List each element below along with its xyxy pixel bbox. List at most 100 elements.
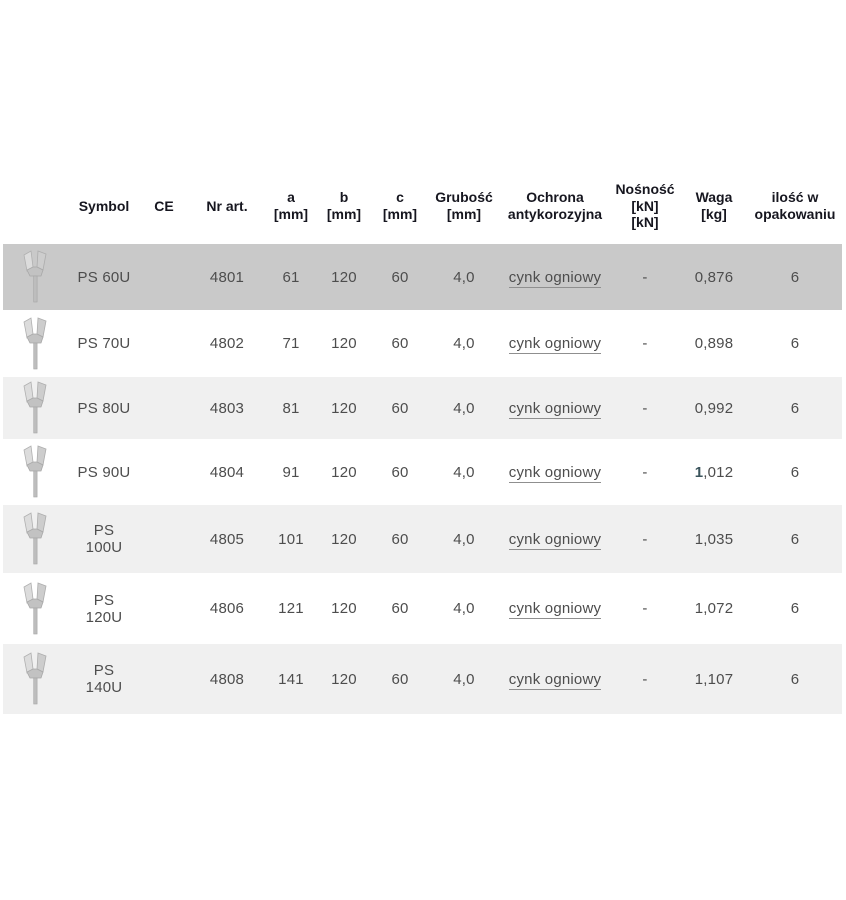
ochrona-cell: cynk ogniowy	[500, 310, 610, 377]
cynk-ogniowy-link[interactable]: cynk ogniowy	[508, 335, 602, 354]
nosnosc-cell: -	[610, 505, 680, 573]
column-header-nr-art: Nr art.	[206, 197, 248, 214]
cynk-ogniowy-link[interactable]: cynk ogniowy	[508, 268, 602, 288]
ce-cell	[140, 310, 188, 377]
u-bracket-post-icon	[21, 649, 50, 705]
waga-part: 0,992	[694, 399, 734, 417]
table-row[interactable]: PS 120U 4806 121 120 60 4,0 cynk ogniowy…	[3, 573, 842, 644]
u-bracket-post-icon	[21, 247, 50, 303]
nosnosc-cell: -	[610, 377, 680, 439]
nr-art-cell: 4806	[209, 600, 245, 617]
nosnosc-cell: -	[642, 335, 648, 352]
waga-cell: 0,898	[680, 310, 748, 377]
ochrona-cell: cynk ogniowy	[500, 244, 610, 310]
c-mm-cell: 60	[391, 463, 409, 481]
u-bracket-post-icon	[21, 579, 50, 635]
ce-cell	[140, 644, 188, 714]
waga-cell: 1,072	[680, 573, 748, 644]
ochrona-cell: cynk ogniowy	[500, 573, 610, 644]
cynk-ogniowy-link[interactable]: cynk ogniowy	[508, 463, 602, 483]
nr-art-cell: 4803	[188, 377, 266, 439]
icon-cell	[3, 439, 68, 505]
column-header-grubosc: Grubość [mm]	[435, 189, 493, 222]
ochrona-cell: cynk ogniowy	[500, 505, 610, 573]
u-bracket-post-icon	[21, 509, 50, 565]
waga-cell: 1,035	[680, 505, 748, 573]
column-header-ochrona: Ochrona antykorozyjna	[507, 189, 603, 222]
symbol-cell: PS 80U	[68, 377, 140, 439]
b-mm-cell: 120	[316, 244, 372, 310]
column-header-b-mm: b [mm]	[326, 189, 362, 222]
waga-cell: 0,992	[680, 377, 748, 439]
icon-cell	[3, 244, 68, 310]
waga-bold-part: 1	[694, 463, 704, 481]
nosnosc-cell: -	[610, 644, 680, 714]
cynk-ogniowy-link[interactable]: cynk ogniowy	[508, 600, 602, 619]
column-header-waga: Waga [kg]	[695, 189, 733, 222]
ce-cell	[140, 244, 188, 310]
nr-art-cell: 4801	[188, 244, 266, 310]
table-row[interactable]: PS 80U 4803 81 120 60 4,0 cynk ogniowy -…	[3, 377, 842, 439]
nr-art-cell: 4808	[188, 644, 266, 714]
u-bracket-post-icon	[21, 378, 50, 434]
a-mm-cell: 81	[266, 377, 316, 439]
nosnosc-cell: -	[642, 463, 648, 481]
table-row[interactable]: PS 100U 4805 101 120 60 4,0 cynk ogniowy…	[3, 505, 842, 573]
waga-part: 1,035	[694, 530, 734, 548]
grubosc-cell: 4,0	[428, 244, 500, 310]
waga-part: 1,107	[694, 670, 734, 688]
column-header-symbol: Symbol	[78, 197, 130, 214]
symbol-cell: PS 70U	[77, 335, 131, 352]
ilosc-cell: 6	[790, 335, 800, 352]
table-row[interactable]: PS 140U 4808 141 120 60 4,0 cynk ogniowy…	[3, 644, 842, 714]
c-mm-cell: 60	[391, 335, 409, 352]
nosnosc-cell: -	[642, 600, 648, 617]
table-row[interactable]: PS 60U 4801 61 120 60 4,0 cynk ogniowy -…	[3, 244, 842, 310]
symbol-cell: PS 60U	[68, 244, 140, 310]
ochrona-cell: cynk ogniowy	[500, 439, 610, 505]
symbol-cell: PS 140U	[68, 644, 140, 714]
column-header-icon	[3, 168, 68, 244]
waga-part: ,012	[703, 463, 734, 481]
ce-cell	[140, 377, 188, 439]
c-mm-cell: 60	[372, 244, 428, 310]
cynk-ogniowy-link[interactable]: cynk ogniowy	[508, 530, 602, 550]
c-mm-cell: 60	[372, 644, 428, 714]
ce-cell	[140, 573, 188, 644]
b-mm-cell: 120	[316, 644, 372, 714]
icon-cell	[3, 644, 68, 714]
c-mm-cell: 60	[372, 505, 428, 573]
table-row[interactable]: PS 70U 4802 71 120 60 4,0 cynk ogniowy -…	[3, 310, 842, 377]
a-mm-cell: 121	[278, 600, 304, 617]
waga-part: 0,898	[694, 335, 734, 352]
symbol-cell: PS 100U	[68, 505, 140, 573]
nr-art-cell: 4802	[209, 335, 245, 352]
nr-art-cell: 4804	[209, 463, 245, 481]
grubosc-cell: 4,0	[428, 505, 500, 573]
c-mm-cell: 60	[372, 377, 428, 439]
waga-part: 0,876	[694, 268, 734, 286]
a-mm-cell: 141	[266, 644, 316, 714]
u-bracket-post-icon	[21, 442, 50, 498]
ilosc-cell: 6	[748, 377, 842, 439]
b-mm-cell: 120	[316, 505, 372, 573]
cynk-ogniowy-link[interactable]: cynk ogniowy	[508, 670, 602, 690]
table-row[interactable]: PS 90U 4804 91 120 60 4,0 cynk ogniowy -…	[3, 439, 842, 505]
table-header: Symbol CE Nr art. a [mm] b [mm] c [mm] G…	[3, 168, 842, 244]
icon-cell	[3, 377, 68, 439]
product-spec-table: Symbol CE Nr art. a [mm] b [mm] c [mm] G…	[3, 168, 842, 714]
cynk-ogniowy-link[interactable]: cynk ogniowy	[508, 399, 602, 419]
column-header-nosnosc: Nośność [kN] [kN]	[615, 181, 675, 231]
ce-cell	[140, 439, 188, 505]
waga-cell: 0,876	[680, 244, 748, 310]
column-header-ce: CE	[154, 197, 174, 214]
ce-cell	[140, 505, 188, 573]
column-header-c-mm: c [mm]	[382, 189, 418, 222]
grubosc-cell: 4,0	[428, 644, 500, 714]
ilosc-cell: 6	[748, 644, 842, 714]
grubosc-cell: 4,0	[453, 463, 475, 481]
grubosc-cell: 4,0	[453, 335, 475, 352]
symbol-cell: PS 90U	[77, 463, 131, 481]
ochrona-cell: cynk ogniowy	[500, 377, 610, 439]
